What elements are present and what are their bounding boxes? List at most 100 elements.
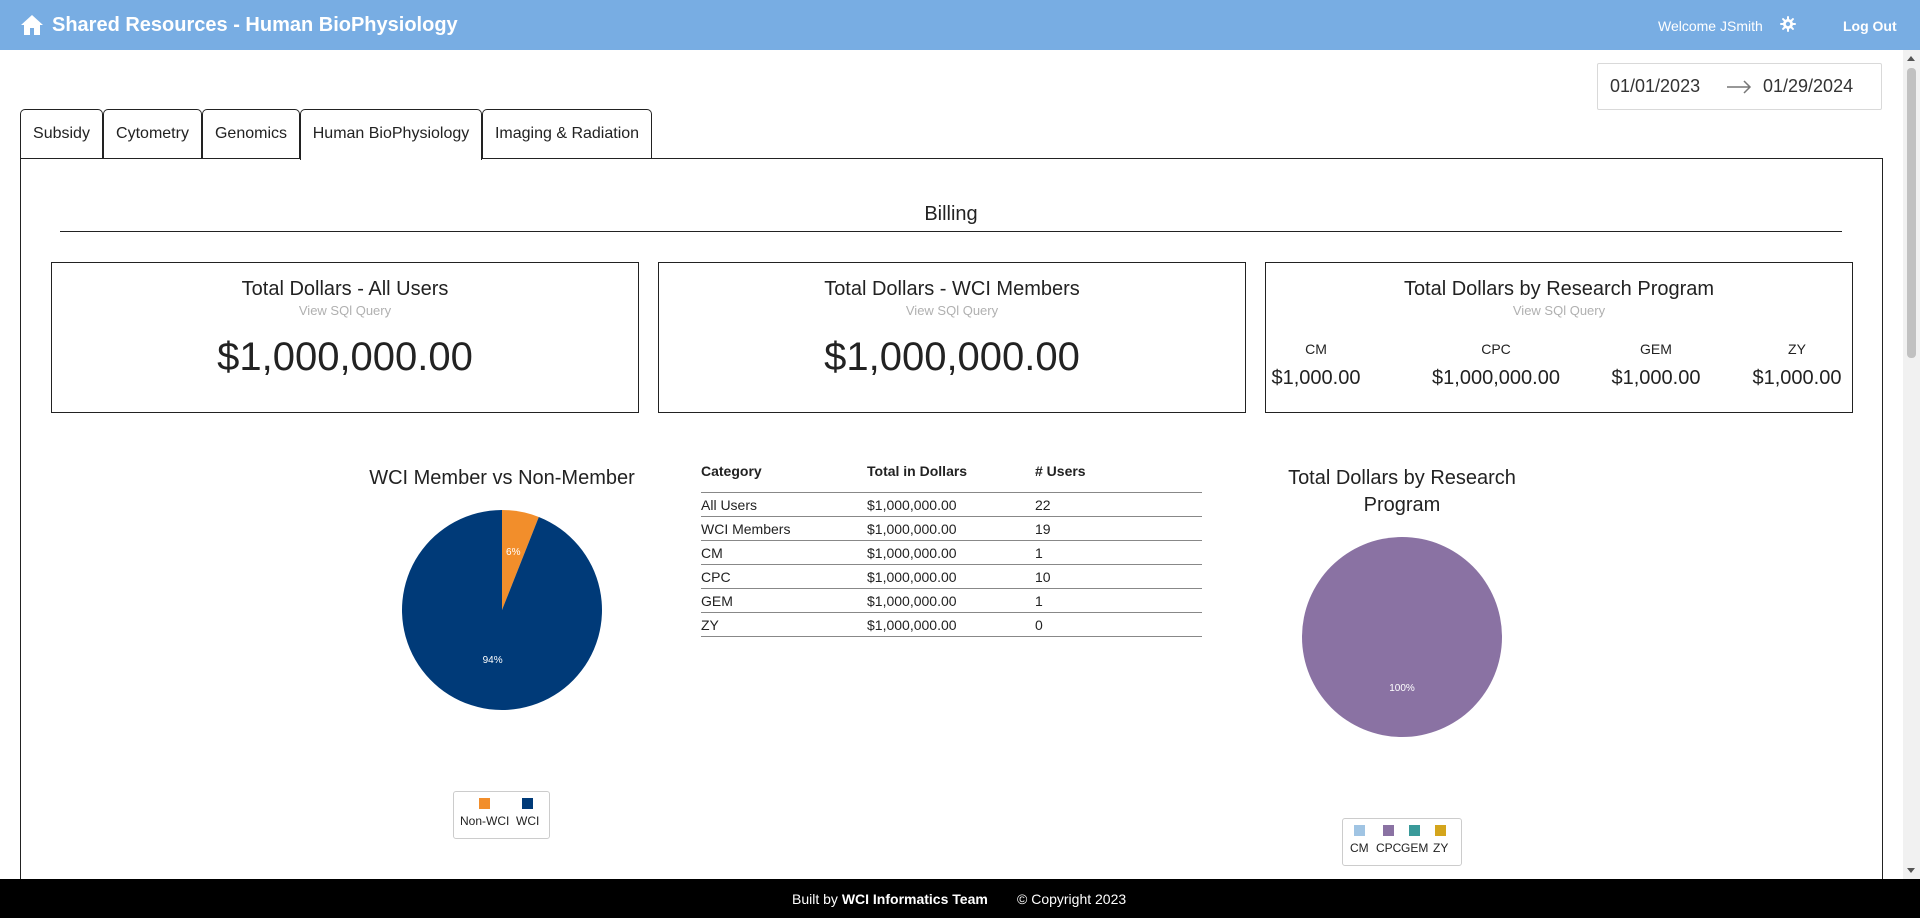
table-cell: $1,000,000.00 — [867, 593, 957, 609]
column-header: Total in Dollars — [867, 463, 968, 479]
legend-swatch — [1353, 825, 1365, 836]
view-sql-query-link[interactable]: View SQl Query — [298, 303, 392, 318]
legend-label: CPC — [1376, 841, 1402, 855]
start-date-input[interactable]: 01/01/2023 — [1610, 76, 1701, 96]
legend-swatch — [522, 798, 534, 809]
scrollbar-thumb[interactable] — [1907, 68, 1916, 358]
pie-chart-by-program: 100% — [1302, 537, 1502, 737]
table-cell: $1,000,000.00 — [867, 617, 957, 633]
table-cell: CPC — [701, 569, 731, 585]
column-header: Category — [701, 463, 762, 479]
tab-content-panel — [20, 158, 1883, 918]
program-label: ZY — [1788, 341, 1806, 357]
app-title: Shared Resources - Human BioPhysiology — [52, 14, 458, 36]
tab-subsidy[interactable]: Subsidy — [20, 109, 103, 159]
table-cell: $1,000,000.00 — [867, 497, 957, 513]
program-label: CM — [1305, 341, 1327, 357]
table-cell: 1 — [1035, 545, 1043, 561]
home-icon[interactable] — [20, 14, 44, 36]
chart-title-member-vs-nonmember: WCI Member vs Non-Member — [369, 467, 635, 489]
program-value: $1,000.00 — [1752, 367, 1842, 389]
table-cell: All Users — [701, 497, 758, 513]
arrow-right-icon — [1727, 80, 1752, 94]
program-cm: CM $1,000.00 — [1271, 341, 1361, 390]
legend-item-non-wci[interactable]: Non-WCI — [460, 798, 509, 828]
table-cell: GEM — [701, 593, 733, 609]
tab-genomics[interactable]: Genomics — [202, 109, 300, 159]
pie-data-label: 94% — [483, 655, 503, 666]
table-cell: CM — [701, 545, 723, 561]
tab-cytometry[interactable]: Cytometry — [103, 109, 202, 159]
pie-slice-cpc[interactable] — [1302, 537, 1502, 737]
card-total-by-program: Total Dollars by Research Program View S… — [1265, 262, 1853, 413]
pie-slice-wci[interactable] — [402, 510, 602, 710]
billing-section-title: Billing — [924, 203, 978, 225]
legend-item-wci[interactable]: WCI — [516, 798, 539, 828]
program-value: $1,000.00 — [1611, 367, 1701, 389]
legend-label: CM — [1350, 841, 1369, 855]
logout-button[interactable]: Log Out — [1843, 18, 1897, 34]
legend-item-gem[interactable]: GEM — [1401, 825, 1428, 855]
legend-label: GEM — [1401, 841, 1429, 855]
chart-legend-member: Non-WCI WCI — [453, 791, 550, 839]
section-divider — [60, 231, 1842, 232]
legend-label: ZY — [1433, 841, 1449, 855]
table-header-row: Category Total in Dollars # Users — [701, 463, 1202, 493]
view-sql-query-link[interactable]: View SQl Query — [905, 303, 999, 318]
chart-legend-program: CM CPC GEM ZY — [1342, 818, 1462, 866]
table-cell: 22 — [1035, 497, 1051, 513]
top-navbar: Shared Resources - Human BioPhysiology W… — [0, 0, 1920, 50]
table-cell: WCI Members — [701, 521, 791, 537]
card-total-wci-members: Total Dollars - WCI Members View SQl Que… — [658, 262, 1246, 413]
table-cell: $1,000,000.00 — [867, 545, 957, 561]
table-cell: $1,000,000.00 — [867, 521, 957, 537]
table-cell: 0 — [1035, 617, 1043, 633]
legend-swatch — [1435, 825, 1447, 836]
tab-human-biophysiology[interactable]: Human BioPhysiology — [300, 109, 482, 160]
scroll-down-arrow[interactable] — [1907, 868, 1915, 873]
gear-icon[interactable] — [1780, 16, 1796, 32]
card-title: Total Dollars - WCI Members — [824, 278, 1080, 300]
table-cell: ZY — [701, 617, 719, 633]
tab-imaging-radiation[interactable]: Imaging & Radiation — [482, 109, 652, 159]
view-sql-query-link[interactable]: View SQl Query — [1512, 303, 1606, 318]
program-value: $1,000,000.00 — [1432, 367, 1560, 389]
table-row: GEM $1,000,000.00 1 — [701, 589, 1202, 613]
pie-data-label: 6% — [506, 547, 521, 558]
program-gem: GEM $1,000.00 — [1611, 341, 1701, 390]
program-zy: ZY $1,000.00 — [1752, 341, 1842, 390]
legend-label: WCI — [516, 814, 540, 828]
legend-swatch — [1409, 825, 1421, 836]
table-cell: $1,000,000.00 — [867, 569, 957, 585]
pie-chart-member-vs-nonmember: 6% 94% — [402, 510, 602, 710]
program-label: CPC — [1481, 341, 1511, 357]
page-scrollbar[interactable] — [1903, 50, 1920, 879]
scroll-up-arrow[interactable] — [1907, 56, 1915, 61]
pie-data-label: 100% — [1389, 683, 1415, 694]
program-cpc: CPC $1,000,000.00 — [1416, 341, 1576, 390]
welcome-text: Welcome JSmith — [1658, 18, 1763, 34]
legend-item-zy[interactable]: ZY — [1433, 825, 1448, 855]
chart-title-by-program: Total Dollars by Research Program — [1288, 467, 1516, 516]
legend-swatch — [1383, 825, 1395, 836]
column-header: # Users — [1035, 463, 1086, 479]
end-date-input[interactable]: 01/29/2024 — [1763, 76, 1854, 96]
card-value: $1,000,000.00 — [217, 335, 473, 379]
card-title: Total Dollars - All Users — [241, 278, 449, 300]
legend-item-cm[interactable]: CM — [1350, 825, 1369, 855]
built-prefix: Built by — [792, 891, 838, 907]
footer-copyright: © Copyright 2023 — [1017, 891, 1127, 907]
billing-summary-table: Category Total in Dollars # Users All Us… — [701, 463, 1202, 637]
legend-item-cpc[interactable]: CPC — [1376, 825, 1401, 855]
table-row: All Users $1,000,000.00 22 — [701, 493, 1202, 517]
table-row: ZY $1,000,000.00 0 — [701, 613, 1202, 637]
table-cell: 10 — [1035, 569, 1051, 585]
footer: Built by WCI Informatics Team © Copyrigh… — [0, 879, 1920, 918]
program-value: $1,000.00 — [1271, 367, 1361, 389]
program-label: GEM — [1640, 341, 1672, 357]
footer-built-by: Built by WCI Informatics Team — [792, 891, 988, 907]
pie-slice-non-wci[interactable] — [502, 510, 539, 610]
table-row: WCI Members $1,000,000.00 19 — [701, 517, 1202, 541]
team-name: WCI Informatics Team — [841, 891, 988, 907]
date-range-picker[interactable]: 01/01/2023 01/29/2024 — [1597, 63, 1882, 110]
